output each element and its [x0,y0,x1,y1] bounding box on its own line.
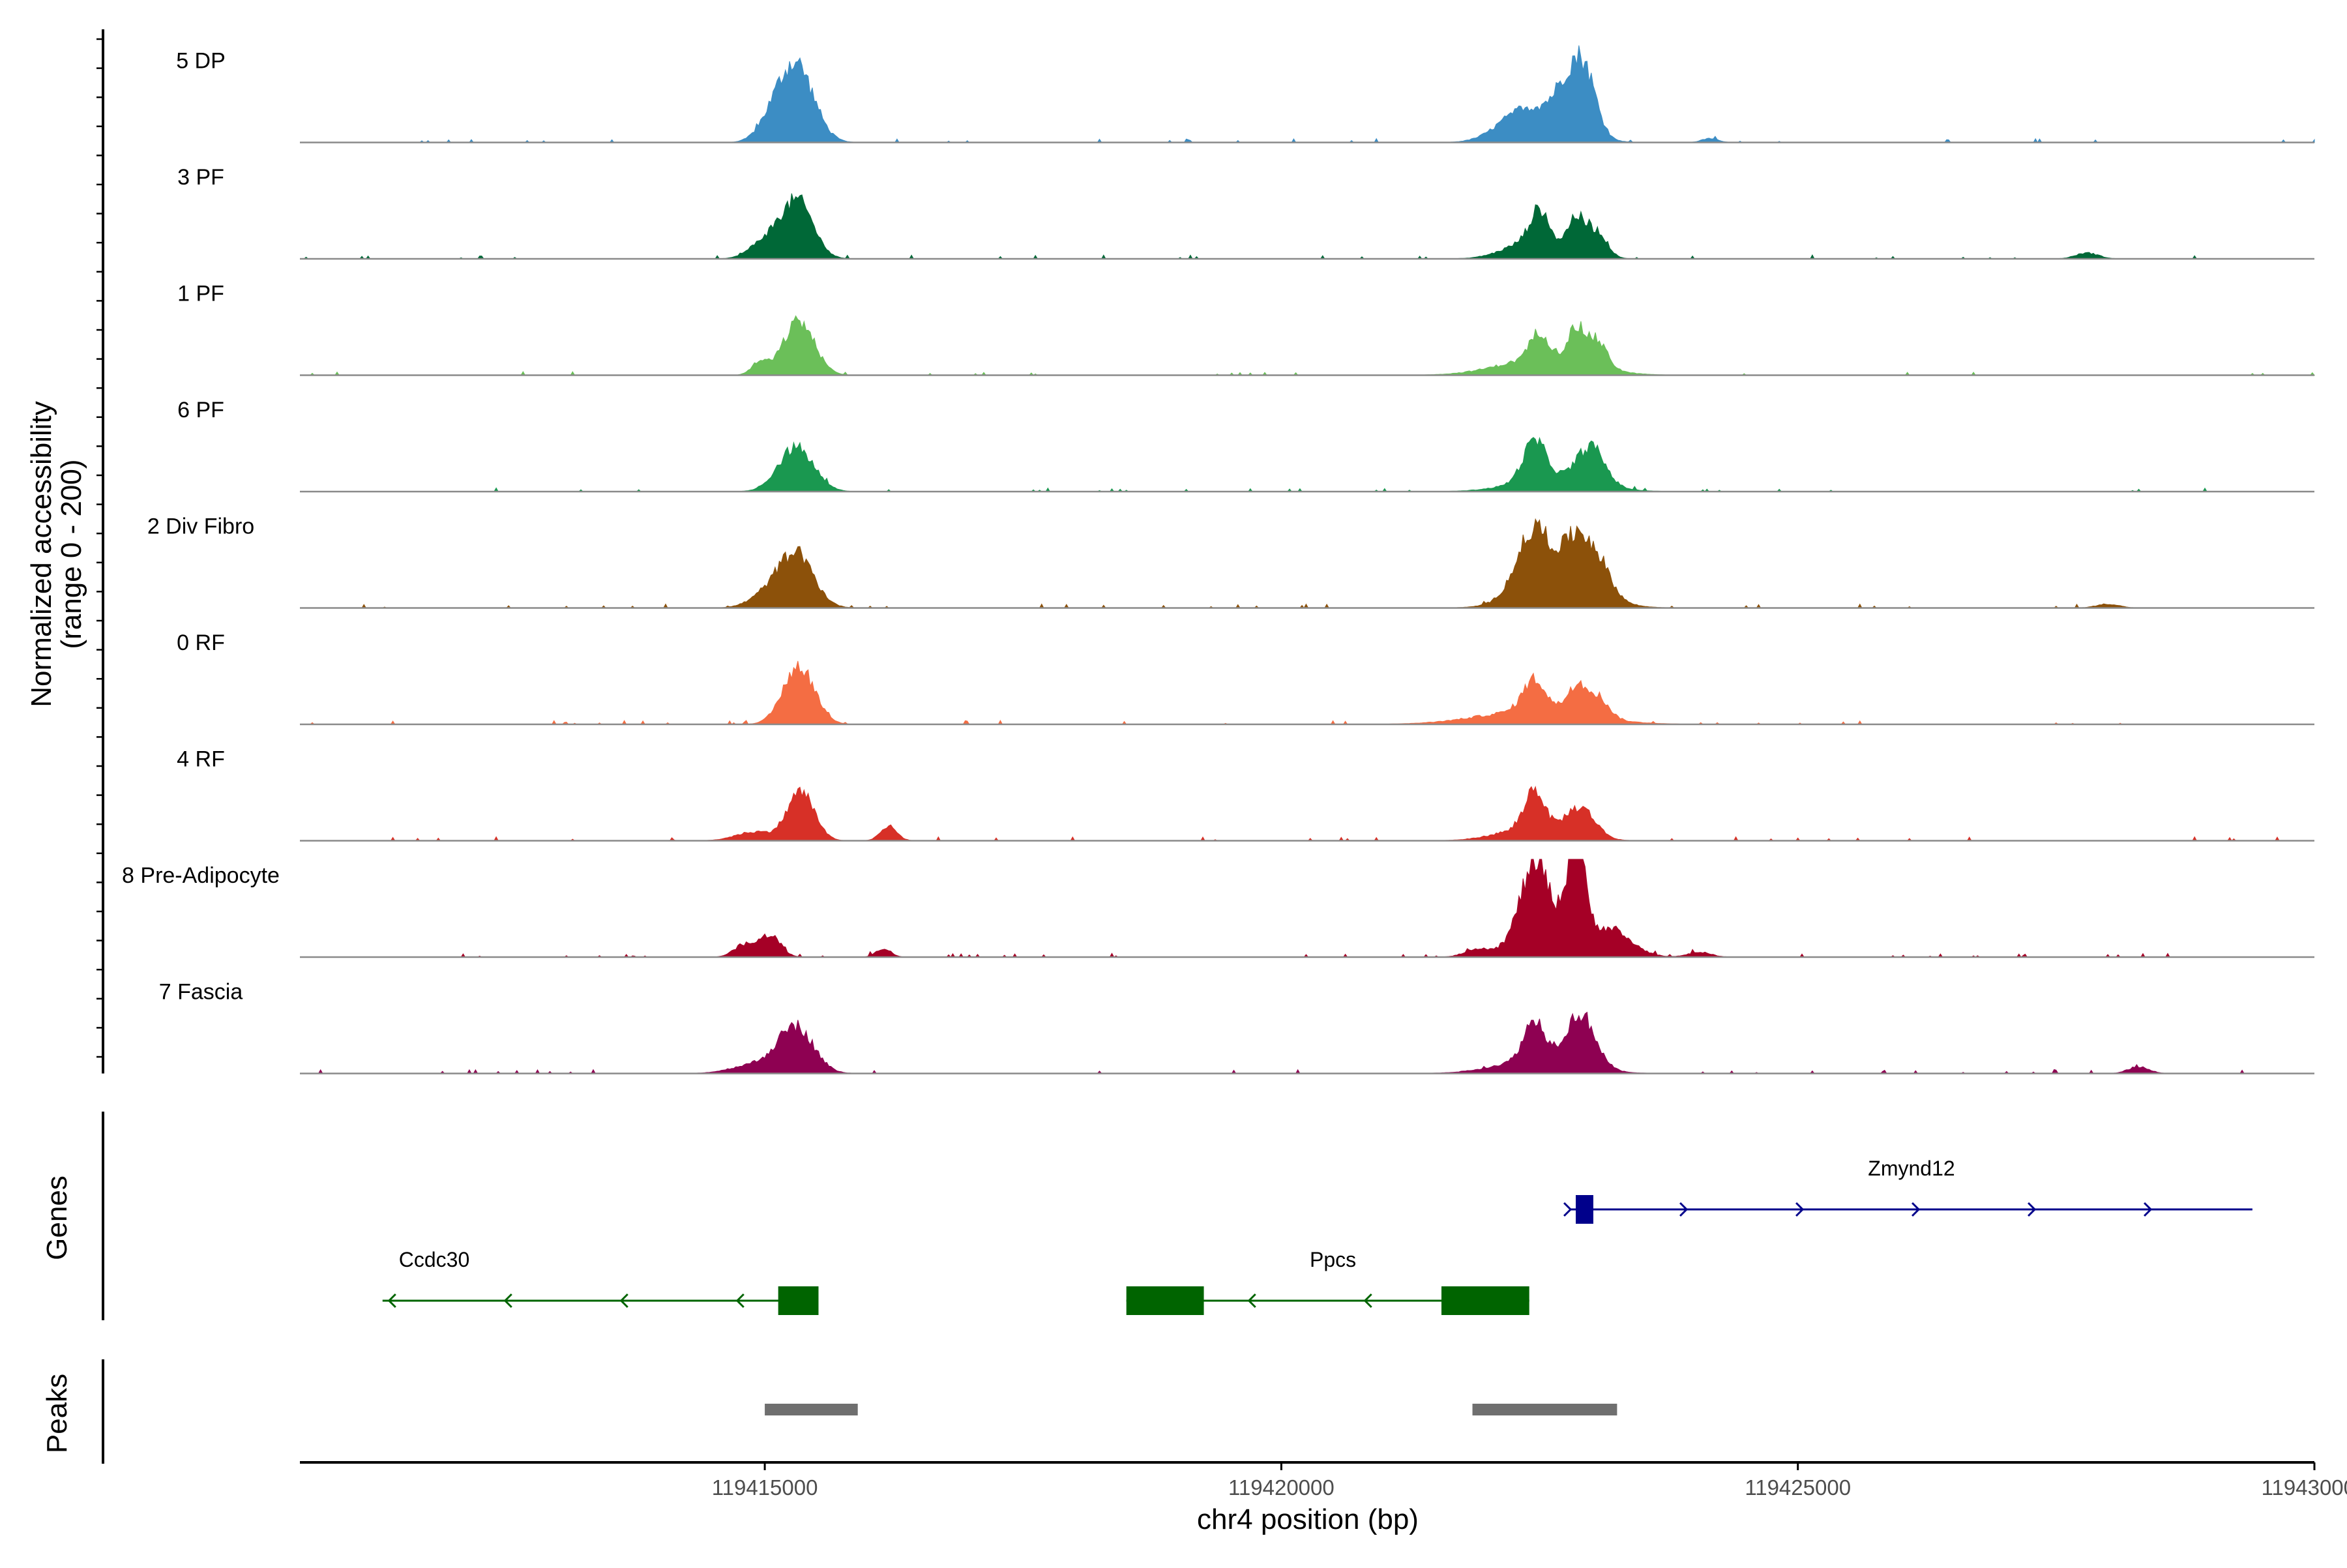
coverage-area [300,45,2315,143]
track-6-pf: 6 PF [177,398,2314,493]
x-tick-label: 119430000 [2262,1475,2347,1500]
coverage-tracks: 5 DP 3 PF 1 PF 6 PF 2 Div Fibro 0 RF 4 RF 8 Pre… [122,45,2316,1074]
genes-track-label: Genes [41,1176,73,1260]
peaks-track-label: Peaks [41,1374,73,1453]
gene-label: Ccdc30 [399,1248,470,1271]
track-1-pf: 1 PF [177,282,2316,376]
strand-arrow [1363,1293,1372,1309]
gene-ppcs: Ppcs [1126,1248,1529,1315]
strand-arrow [1679,1202,1689,1217]
track-8-pre-adipocyte: 8 Pre-Adipocyte [122,859,2314,958]
track-label: 5 DP [176,49,226,74]
strand-arrow [735,1293,745,1309]
strand-arrow [387,1293,396,1309]
track-0-rf: 0 RF [177,630,2314,726]
track-2-div-fibro: 2 Div Fibro [147,514,2314,609]
exon [1576,1195,1593,1224]
coverage-area [300,786,2314,842]
coverage-area [300,193,2314,259]
track-label: 4 RF [177,747,225,772]
strand-arrow [1795,1202,1805,1217]
x-tick-label: 119425000 [1745,1475,1851,1500]
y-axis-label: Normalized accessibility [25,401,57,707]
peak-bar [765,1404,858,1415]
track-7-fascia: 7 Fascia [159,980,2314,1074]
x-axis: 119415000 119420000 119425000 119430000 [300,1461,2347,1500]
x-tick-label: 119420000 [1228,1475,1335,1500]
coverage-area [300,859,2314,958]
track-3-pf: 3 PF [177,165,2314,260]
gene-ccdc30: Ccdc30 [382,1248,819,1315]
coverage-area [300,315,2316,376]
axes-layer [96,29,104,1464]
track-label: 6 PF [177,398,224,422]
exon [1441,1286,1529,1315]
track-label: 1 PF [177,282,224,306]
coverage-area [300,436,2314,492]
gene-label: Ppcs [1310,1248,1356,1271]
track-4-rf: 4 RF [177,747,2314,842]
strand-arrow [2144,1202,2153,1217]
strand-arrow [619,1293,628,1309]
exon [778,1286,819,1315]
exon [1126,1286,1204,1315]
track-label: 7 Fascia [159,980,243,1005]
strand-arrow [1247,1293,1256,1309]
y-axis-label-range: (range 0 - 200) [55,459,87,649]
x-axis-title: chr4 position (bp) [1197,1503,1419,1535]
track-label: 8 Pre-Adipocyte [122,863,280,888]
track-label: 3 PF [177,165,224,190]
coverage-area [300,518,2314,609]
coverage-area [300,1011,2314,1074]
x-tick-label: 119415000 [712,1475,818,1500]
strand-arrow [1912,1202,1921,1217]
peaks-track [765,1404,1617,1415]
track-label: 0 RF [177,630,225,655]
strand-arrow [1563,1202,1572,1217]
gene-label: Zmynd12 [1868,1157,1955,1180]
strand-arrow [503,1293,512,1309]
coverage-area [300,660,2314,725]
peak-bar [1472,1404,1617,1415]
gene-zmynd12: Zmynd12 [1563,1157,2252,1224]
gene-track: Ccdc30 Ppcs Zmynd12 [382,1157,2252,1315]
track-label: 2 Div Fibro [147,514,254,539]
track-5-dp: 5 DP [176,45,2315,143]
strand-arrow [2028,1202,2037,1217]
